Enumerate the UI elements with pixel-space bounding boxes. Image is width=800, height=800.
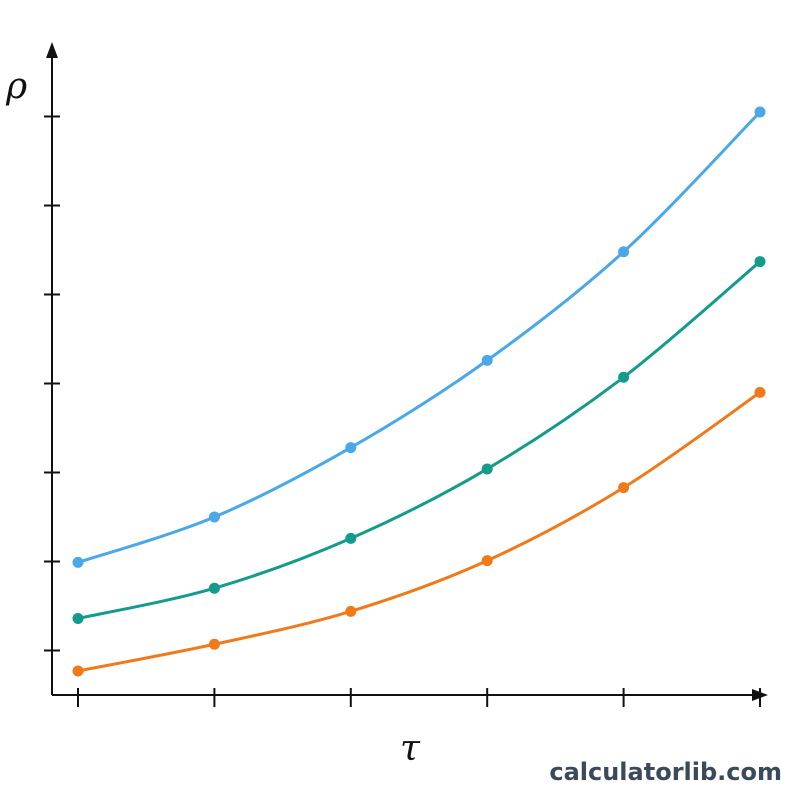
series-3-point (754, 386, 766, 398)
watermark-logo: calculatorlib.com (549, 758, 782, 786)
x-axis-label: τ (400, 728, 421, 769)
y-axis-label: ρ (5, 66, 27, 107)
series-1-point (618, 246, 630, 258)
series-2-point (754, 256, 766, 268)
series-3-point (618, 482, 630, 494)
series-2-point (72, 612, 84, 624)
series-layer (72, 106, 766, 677)
axis-ticks (44, 115, 761, 707)
series-2-point (345, 532, 357, 544)
y-axis-arrow (46, 42, 58, 58)
series-line-3 (77, 391, 761, 673)
series-3-point (481, 555, 493, 567)
series-line-2 (77, 260, 761, 620)
series-1-point (754, 106, 766, 118)
series-3-point (208, 638, 220, 650)
series-1-point (208, 511, 220, 523)
series-2-point (618, 371, 630, 383)
series-3-point (345, 605, 357, 617)
series-3-point (72, 665, 84, 677)
series-1-point (481, 354, 493, 366)
series-line-1 (77, 111, 762, 564)
series-1-point (72, 556, 84, 568)
series-2-point (481, 463, 493, 475)
series-2-point (208, 582, 220, 594)
series-1-point (345, 442, 357, 454)
